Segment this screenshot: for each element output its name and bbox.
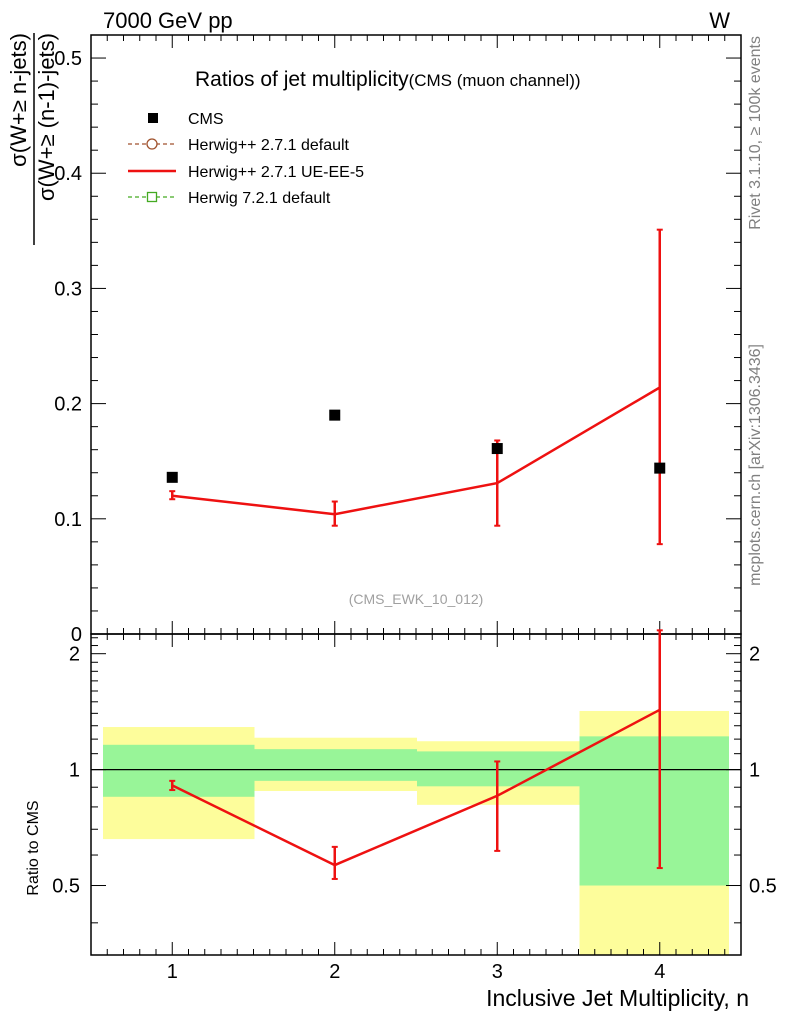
data-series: [166, 228, 666, 880]
chart-title-main: Ratios of jet multiplicity: [195, 68, 409, 91]
cms-data-point: [491, 443, 503, 455]
cms-data-point: [329, 409, 341, 421]
mc-line-ratio: [171, 708, 661, 867]
legend-label-3: Herwig++ 2.7.1 UE-EE-5: [188, 164, 364, 181]
axis-ticks: 1 2 3 4 0 0.1 0.2 0.3 0.4 0.5 0.5 0.5 1 1 2 2: [52, 34, 777, 983]
energy-label: 7000 GeV pp: [103, 8, 233, 33]
y-tick-label: 0.2: [54, 394, 82, 416]
y-tick-label: 0.5: [54, 48, 82, 70]
y-tick-label: 0.4: [54, 163, 82, 185]
y-axis-label-denominator: σ(W+≥ (n-1)-jets): [34, 33, 59, 201]
mcplots-label: mcplots.cern.ch [arXiv:1306.3436]: [747, 344, 764, 586]
chart-subtitle: (CMS (muon channel)): [409, 71, 581, 90]
x-tick-label-3: 3: [492, 961, 503, 983]
ratio-band-inner-2: [254, 749, 417, 781]
legend: CMS Herwig++ 2.7.1 default Herwig++ 2.7.1 …: [128, 111, 364, 207]
x-tick-label-2: 2: [329, 961, 340, 983]
ratio-y-tick-label-left: 1: [69, 760, 80, 782]
ratio-y-tick-label-right: 1: [749, 760, 760, 782]
legend-label-1: CMS: [188, 111, 224, 128]
watermark: (CMS_EWK_10_012): [349, 591, 484, 607]
ratio-band-inner-4: [579, 736, 729, 886]
legend-marker-cms: [148, 113, 158, 123]
ratio-y-tick-label-left: 0.5: [52, 876, 80, 898]
rivet-label: Rivet 3.1.10, ≥ 100k events: [747, 36, 764, 230]
process-label: W: [709, 8, 730, 33]
x-axis-label: Inclusive Jet Multiplicity, n: [486, 985, 749, 1011]
ratio-y-tick-label-right: 0.5: [749, 876, 777, 898]
legend-label-2: Herwig++ 2.7.1 default: [188, 137, 350, 154]
y-tick-label: 0.3: [54, 278, 82, 300]
chart-title: Ratios of jet multiplicity(CMS (muon cha…: [195, 68, 581, 91]
y-axis-label-numerator: σ(W+≥ n-jets): [6, 33, 31, 167]
ratio-bands: [103, 710, 729, 955]
cms-data-point: [166, 471, 178, 483]
y-tick-label: 0.1: [54, 509, 82, 531]
ratio-y-axis-label: Ratio to CMS: [25, 800, 42, 895]
x-tick-label-1: 1: [167, 961, 178, 983]
x-tick-label-4: 4: [654, 961, 665, 983]
mc-line-main: [172, 386, 661, 516]
legend-marker-herwig-default: [146, 138, 158, 150]
ratio-y-tick-label-right: 2: [749, 644, 760, 666]
legend-label-4: Herwig 7.2.1 default: [188, 190, 331, 207]
y-tick-label: 0: [71, 624, 82, 646]
ratio-y-tick-label-left: 2: [69, 644, 80, 666]
cms-data-point: [654, 462, 666, 474]
legend-marker-herwig7: [146, 191, 158, 203]
